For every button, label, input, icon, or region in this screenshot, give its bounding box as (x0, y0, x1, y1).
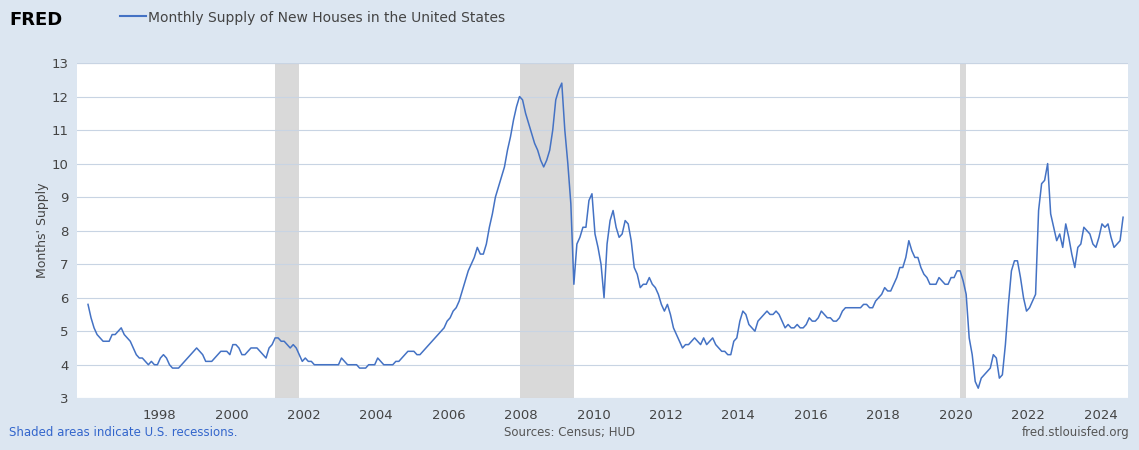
Y-axis label: Months' Supply: Months' Supply (35, 183, 49, 279)
Text: Shaded areas indicate U.S. recessions.: Shaded areas indicate U.S. recessions. (9, 426, 238, 439)
Text: FRED: FRED (9, 11, 63, 29)
Text: Monthly Supply of New Houses in the United States: Monthly Supply of New Houses in the Unit… (148, 11, 506, 25)
Text: fred.stlouisfed.org: fred.stlouisfed.org (1022, 426, 1130, 439)
Bar (519, 63, 574, 398)
Bar (276, 63, 300, 398)
Bar (960, 63, 966, 398)
Text: Sources: Census; HUD: Sources: Census; HUD (503, 426, 636, 439)
